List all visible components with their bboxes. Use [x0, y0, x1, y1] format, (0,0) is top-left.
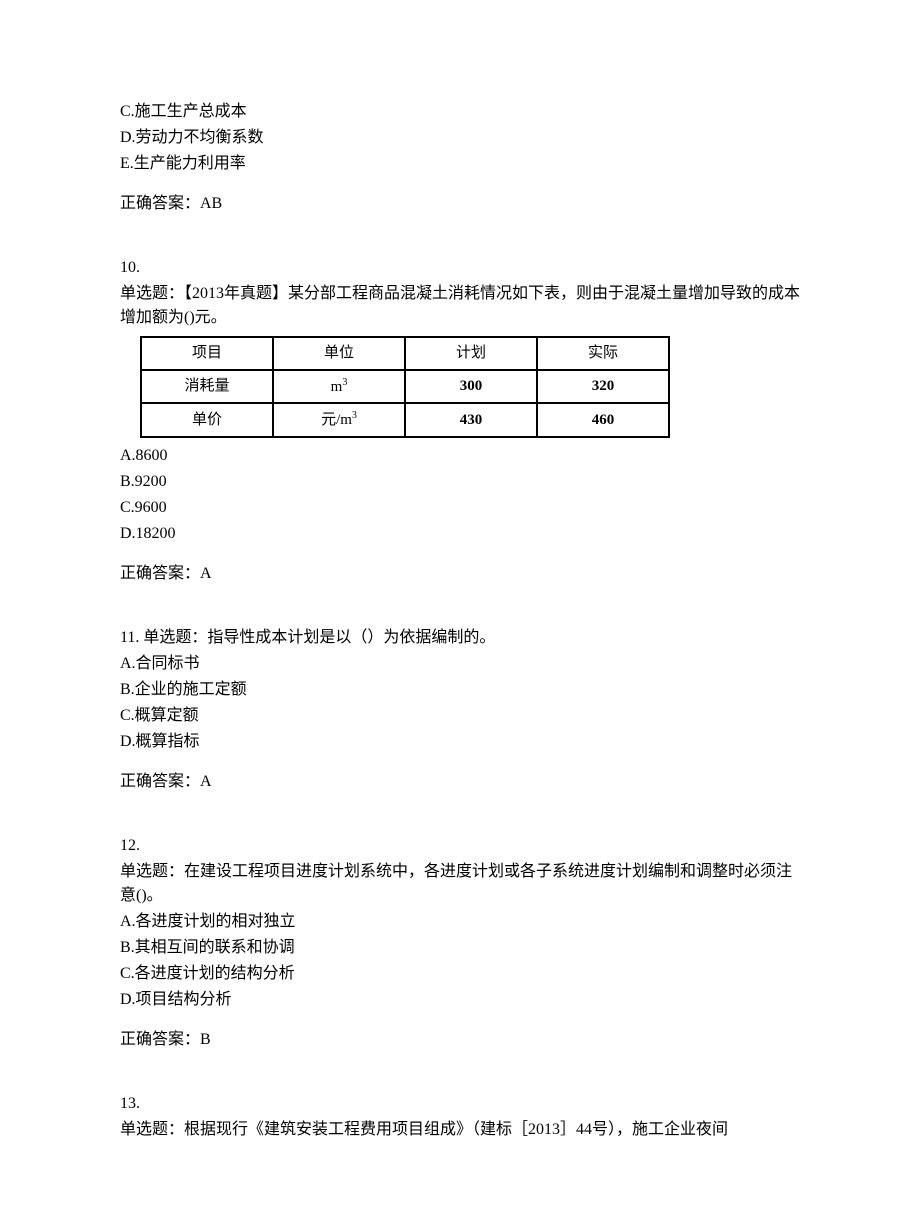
answer: 正确答案：A: [120, 770, 800, 794]
option-c: C.施工生产总成本: [120, 100, 800, 124]
option-a: A.8600: [120, 444, 800, 468]
option-b: B.9200: [120, 470, 800, 494]
row2-plan: 430: [405, 403, 537, 437]
header-unit: 单位: [273, 337, 405, 370]
question-number-stem: 11. 单选题：指导性成本计划是以（）为依据编制的。: [120, 626, 800, 650]
option-b: B.企业的施工定额: [120, 678, 800, 702]
header-actual: 实际: [537, 337, 669, 370]
unit-text: 元/m: [321, 412, 352, 428]
option-d: D.18200: [120, 522, 800, 546]
row1-plan: 300: [405, 370, 537, 404]
table-header-row: 项目 单位 计划 实际: [141, 337, 669, 370]
option-a: A.各进度计划的相对独立: [120, 910, 800, 934]
row1-actual: 320: [537, 370, 669, 404]
question-11: 11. 单选题：指导性成本计划是以（）为依据编制的。 A.合同标书 B.企业的施…: [120, 626, 800, 794]
option-d: D.项目结构分析: [120, 988, 800, 1012]
question-number: 12.: [120, 834, 800, 858]
unit-sup: 3: [352, 410, 357, 421]
option-c: C.各进度计划的结构分析: [120, 962, 800, 986]
option-d: D.劳动力不均衡系数: [120, 126, 800, 150]
question-13: 13. 单选题：根据现行《建筑安装工程费用项目组成》（建标［2013］44号），…: [120, 1092, 800, 1142]
number: 11.: [120, 629, 139, 646]
table-row: 消耗量 m3 300 320: [141, 370, 669, 404]
question-12: 12. 单选题：在建设工程项目进度计划系统中，各进度计划或各子系统进度计划编制和…: [120, 834, 800, 1052]
data-table: 项目 单位 计划 实际 消耗量 m3 300 320 单价 元/m3 430 4…: [140, 336, 670, 438]
option-b: B.其相互间的联系和协调: [120, 936, 800, 960]
option-c: C.概算定额: [120, 704, 800, 728]
question-stem: 单选题：在建设工程项目进度计划系统中，各进度计划或各子系统进度计划编制和调整时必…: [120, 860, 800, 908]
unit-sup: 3: [342, 377, 347, 388]
question-number: 10.: [120, 256, 800, 280]
header-plan: 计划: [405, 337, 537, 370]
header-item: 项目: [141, 337, 273, 370]
row2-label: 单价: [141, 403, 273, 437]
question-stem: 单选题：【2013年真题】某分部工程商品混凝土消耗情况如下表，则由于混凝土量增加…: [120, 282, 800, 330]
row2-actual: 460: [537, 403, 669, 437]
row2-unit: 元/m3: [273, 403, 405, 437]
table-row: 单价 元/m3 430 460: [141, 403, 669, 437]
answer: 正确答案：B: [120, 1028, 800, 1052]
unit-text: m: [331, 379, 343, 395]
option-a: A.合同标书: [120, 652, 800, 676]
row1-unit: m3: [273, 370, 405, 404]
answer: 正确答案：AB: [120, 192, 800, 216]
option-c: C.9600: [120, 496, 800, 520]
question-9-partial: C.施工生产总成本 D.劳动力不均衡系数 E.生产能力利用率 正确答案：AB: [120, 100, 800, 216]
question-number: 13.: [120, 1092, 800, 1116]
option-e: E.生产能力利用率: [120, 152, 800, 176]
option-d: D.概算指标: [120, 730, 800, 754]
row1-label: 消耗量: [141, 370, 273, 404]
stem: 单选题：指导性成本计划是以（）为依据编制的。: [143, 629, 495, 646]
answer: 正确答案：A: [120, 562, 800, 586]
question-stem: 单选题：根据现行《建筑安装工程费用项目组成》（建标［2013］44号），施工企业…: [120, 1118, 800, 1142]
question-10: 10. 单选题：【2013年真题】某分部工程商品混凝土消耗情况如下表，则由于混凝…: [120, 256, 800, 586]
